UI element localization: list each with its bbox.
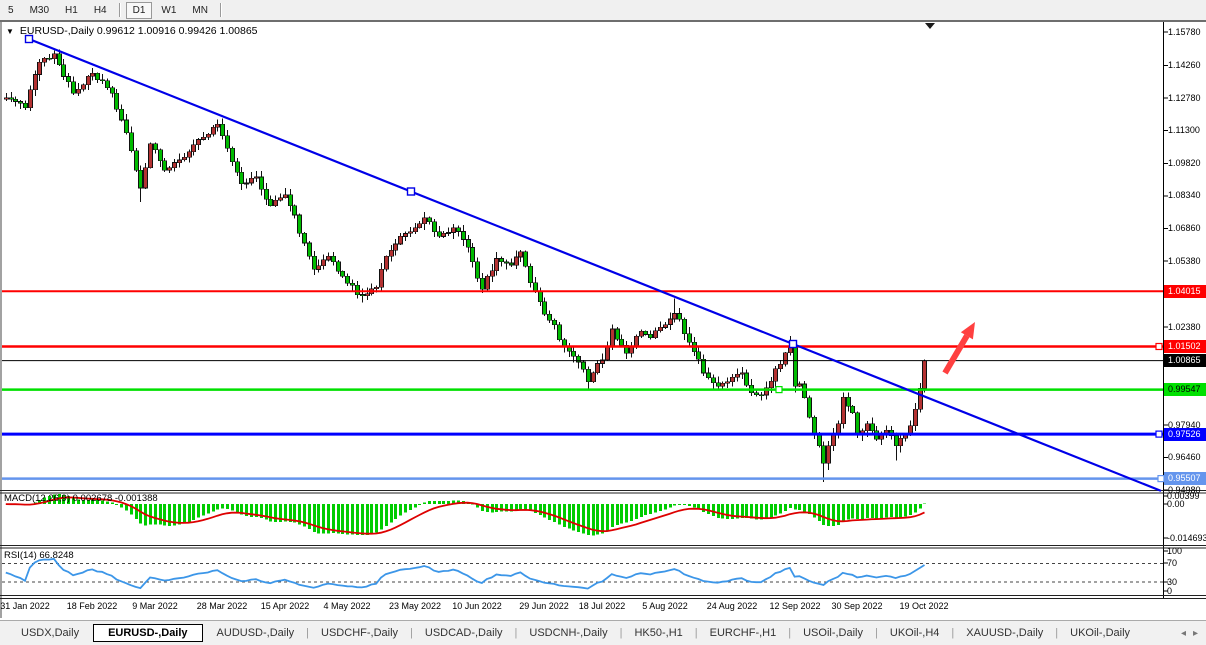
rsi-level-lines [2,563,1163,583]
rsi-scale-label: 100 [1167,545,1183,556]
tab-separator: | [410,627,413,639]
price-tick-label: 1.05380 [1168,255,1201,266]
tab-separator: | [306,627,310,639]
tab-scroll-arrows: ◂ ▸ [1181,628,1198,639]
timeframe-button-D1[interactable]: D1 [125,1,153,19]
price-tick-label: 0.96460 [1168,452,1201,463]
price-tick-label: 1.14260 [1168,60,1201,70]
rsi-scale-label: 0 [1167,585,1173,596]
tab-scroll-right-icon[interactable]: ▸ [1192,627,1198,639]
symbol-tab-USDCAD-Daily[interactable]: USDCAD-,Daily [424,627,503,639]
tab-separator: | [514,627,518,639]
price-tick-label: 1.08340 [1168,190,1201,201]
rsi-indicator-label: RSI(14) 66.8248 [4,550,74,561]
tab-separator: | [875,627,878,639]
price-tick-label: 0.97940 [1168,419,1201,430]
chart-title-text: EURUSD-,Daily 0.99612 1.00916 0.99426 1.… [19,25,258,37]
symbol-tab-UKOil-H4[interactable]: UKOil-,H4 [889,627,940,639]
price-tag-1.01502: 1.01502 [1164,340,1206,353]
symbol-tab-EURCHF-H1[interactable]: EURCHF-,H1 [709,627,777,639]
date-tick-label: 5 Aug 2022 [642,601,688,611]
price-tick-label: 0.94980 [1168,484,1201,495]
up-arrow-annotation[interactable] [942,322,975,375]
price-tick-label: 1.12780 [1168,92,1201,103]
date-tick-label: 19 Oct 2022 [899,601,949,611]
date-tick-label: 18 Feb 2022 [66,601,118,611]
collapse-triangle-icon: ▼ [6,26,14,36]
date-tick-label: 24 Aug 2022 [706,601,758,611]
macd-scale-label: 0.00 [1167,498,1185,509]
timeframe-button-5[interactable]: 5 [8,4,14,16]
date-tick-label: 18 Jul 2022 [578,601,626,611]
timeframe-button-M30[interactable]: M30 [29,4,50,16]
date-tick-label: 9 Mar 2022 [132,601,178,611]
price-tag-1.04015: 1.04015 [1164,284,1206,298]
tab-separator: | [694,627,698,639]
symbol-tab-USDCNH-Daily[interactable]: USDCNH-,Daily [529,627,608,639]
date-tick-label: 29 Jun 2022 [519,601,569,611]
price-tag-0.95507: 0.95507 [1164,472,1206,486]
symbol-tab-EURUSD-Daily[interactable]: EURUSD-,Daily [93,624,203,642]
tab-separator: | [788,627,792,639]
tab-separator: | [951,627,955,639]
chart-window-top-border [0,20,1206,22]
symbol-tab-USOil-Daily[interactable]: USOil-,Daily [803,627,864,639]
tab-separator: | [619,627,623,639]
rsi-scale-label: 70 [1167,557,1178,568]
chart-title: ▼ EURUSD-,Daily 0.99612 1.00916 0.99426 … [6,25,258,37]
price-tick-label: 1.06860 [1168,223,1201,233]
horizontal-line-0.97526[interactable] [2,430,1163,438]
date-tick-label: 10 Jun 2022 [452,601,502,611]
chart-shift-marker-icon [925,23,935,29]
candlestick-series [4,49,927,482]
macd-histogram [5,494,926,536]
horizontal-line-1.01502[interactable] [2,342,1163,351]
price-tick-label: 1.09820 [1168,157,1201,168]
date-tick-label: 15 Apr 2022 [260,601,310,611]
macd-scale-label: -0.014693 [1167,532,1206,543]
trendline-object[interactable] [24,34,1162,492]
macd-signal-line [5,496,925,535]
symbol-tab-XAUUSD-Daily[interactable]: XAUUSD-,Daily [966,627,1044,639]
rsi-scale-label: 30 [1167,576,1178,587]
horizontal-line-0.99547[interactable] [2,386,1163,394]
timeframe-button-MN[interactable]: MN [192,4,208,16]
price-tag-1.00865: 1.00865 [1164,354,1206,368]
rsi-line [5,557,925,590]
timeframe-toolbar: 5 M30 H1 H4 D1 W1 MN [0,0,1206,20]
timeframe-button-H1[interactable]: H1 [65,4,78,16]
date-tick-label: 28 Mar 2022 [196,601,248,611]
date-tick-label: 31 Jan 2022 [0,601,50,611]
date-tick-label: 12 Sep 2022 [769,601,821,611]
price-tick-label: 1.15780 [1168,26,1201,37]
tab-separator: | [1055,627,1059,639]
timeframe-button-W1[interactable]: W1 [161,4,177,16]
price-tag-0.97526: 0.97526 [1164,427,1206,441]
horizontal-line-0.95507[interactable] [2,475,1165,483]
symbol-tab-bar: USDX,Daily EURUSD-,Daily AUDUSD-,Daily | USD… [0,620,1206,645]
date-tick-label: 23 May 2022 [388,601,442,611]
symbol-tab-USDX-Daily[interactable]: USDX,Daily [21,627,80,639]
toolbar-separator [219,3,222,17]
price-tick-label: 1.02380 [1168,321,1201,332]
toolbar-separator [118,3,121,17]
price-tag-0.99547: 0.99547 [1164,383,1206,397]
panel-borders [0,21,1206,618]
symbol-tab-AUDUSD-Daily[interactable]: AUDUSD-,Daily [216,627,295,639]
symbol-tab-UKOil-Daily[interactable]: UKOil-,Daily [1070,627,1131,639]
tab-scroll-left-icon[interactable]: ◂ [1180,627,1186,639]
macd-indicator-label: MACD(12,26,9) 0.002678 -0.001388 [4,493,158,504]
macd-scale-label: 0.00399 [1167,490,1200,501]
symbol-tab-HK50-H1[interactable]: HK50-,H1 [634,627,683,639]
price-tick-label: 1.11300 [1168,125,1200,136]
date-tick-label: 30 Sep 2022 [831,601,883,611]
symbol-tab-USDCHF-Daily[interactable]: USDCHF-,Daily [321,627,399,639]
date-tick-label: 4 May 2022 [323,601,371,611]
timeframe-button-H4[interactable]: H4 [93,4,107,16]
